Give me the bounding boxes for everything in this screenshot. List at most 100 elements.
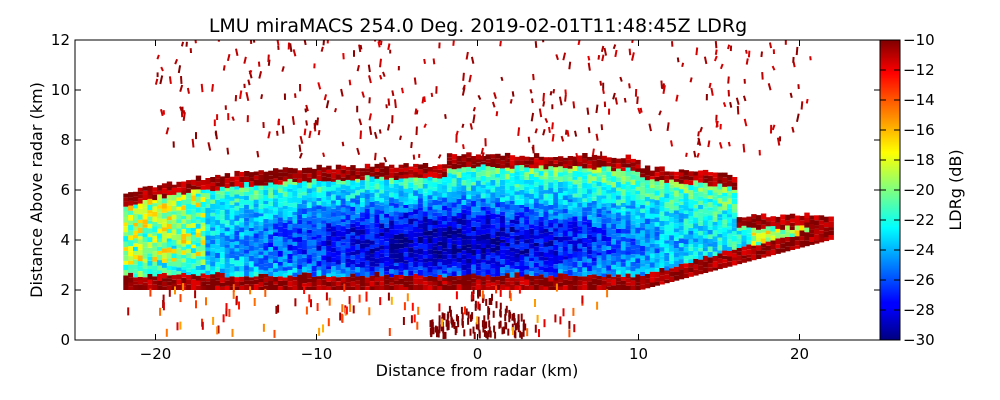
echo-pixel bbox=[664, 261, 670, 267]
echo-pixel bbox=[485, 224, 491, 229]
echo-pixel bbox=[562, 256, 569, 260]
echo-pixel bbox=[277, 118, 281, 126]
echo-pixel bbox=[248, 222, 255, 228]
echo-pixel bbox=[432, 182, 438, 188]
echo-pixel bbox=[514, 253, 520, 258]
echo-pixel bbox=[558, 96, 563, 106]
echo-pixel bbox=[596, 172, 602, 177]
echo-pixel bbox=[393, 239, 400, 244]
echo-pixel bbox=[282, 176, 289, 182]
echo-pixel bbox=[640, 227, 646, 231]
echo-pixel bbox=[485, 189, 491, 194]
echo-pixel bbox=[302, 167, 308, 174]
echo-pixel bbox=[649, 218, 656, 223]
echo-pixel bbox=[374, 258, 380, 264]
echo-pixel bbox=[828, 235, 834, 240]
echo-pixel bbox=[157, 218, 163, 224]
echo-pixel bbox=[308, 130, 312, 139]
echo-pixel bbox=[649, 222, 656, 229]
echo-pixel bbox=[500, 189, 506, 195]
echo-pixel bbox=[722, 205, 728, 211]
echo-pixel bbox=[635, 181, 641, 187]
echo-pixel bbox=[596, 189, 602, 196]
echo-pixel bbox=[698, 187, 704, 192]
echo-pixel bbox=[358, 44, 362, 53]
echo-pixel bbox=[219, 232, 226, 238]
echo-pixel bbox=[640, 259, 646, 264]
echo-pixel bbox=[611, 229, 617, 235]
echo-pixel bbox=[311, 282, 318, 287]
echo-pixel bbox=[794, 215, 801, 221]
echo-pixel bbox=[495, 111, 499, 117]
echo-pixel bbox=[369, 232, 375, 236]
echo-pixel bbox=[340, 222, 347, 227]
echo-pixel bbox=[814, 215, 820, 221]
echo-pixel bbox=[446, 254, 453, 259]
echo-pixel bbox=[212, 316, 215, 325]
echo-pixel bbox=[509, 226, 516, 233]
echo-pixel bbox=[389, 202, 395, 206]
echo-pixel bbox=[456, 262, 462, 269]
echo-pixel bbox=[369, 213, 375, 218]
echo-pixel bbox=[302, 208, 308, 214]
echo-pixel bbox=[601, 195, 607, 199]
echo-pixel bbox=[509, 98, 513, 104]
echo-pixel bbox=[673, 257, 680, 262]
echo-pixel bbox=[553, 211, 559, 216]
echo-pixel bbox=[519, 212, 525, 218]
echo-pixel bbox=[591, 169, 598, 174]
echo-pixel bbox=[495, 207, 501, 211]
echo-pixel bbox=[698, 221, 704, 226]
echo-pixel bbox=[640, 266, 646, 272]
echo-pixel bbox=[258, 198, 264, 205]
echo-pixel bbox=[321, 176, 327, 182]
echo-pixel bbox=[389, 253, 395, 259]
echo-pixel bbox=[572, 184, 578, 188]
echo-pixel bbox=[360, 201, 366, 207]
echo-pixel bbox=[335, 183, 342, 188]
echo-pixel bbox=[644, 251, 651, 256]
echo-pixel bbox=[630, 245, 636, 250]
echo-pixel bbox=[355, 250, 361, 255]
echo-pixel bbox=[616, 177, 622, 182]
echo-pixel bbox=[413, 278, 419, 285]
echo-pixel bbox=[422, 195, 429, 201]
echo-pixel bbox=[190, 263, 197, 269]
echo-pixel bbox=[369, 182, 375, 187]
echo-pixel bbox=[276, 130, 279, 136]
echo-pixel bbox=[770, 235, 776, 241]
echo-pixel bbox=[442, 202, 448, 206]
echo-pixel bbox=[321, 211, 327, 218]
echo-pixel bbox=[712, 172, 718, 178]
echo-pixel bbox=[498, 321, 501, 329]
echo-pixel bbox=[516, 321, 519, 329]
echo-pixel bbox=[485, 159, 491, 163]
echo-pixel bbox=[702, 267, 709, 273]
echo-pixel bbox=[219, 194, 226, 199]
echo-pixel bbox=[422, 173, 429, 179]
echo-pixel bbox=[200, 222, 206, 227]
echo-pixel bbox=[273, 232, 279, 236]
echo-pixel bbox=[219, 186, 226, 192]
echo-pixel bbox=[514, 220, 520, 224]
echo-pixel bbox=[403, 167, 409, 172]
echo-pixel bbox=[176, 181, 182, 188]
echo-pixel bbox=[567, 177, 574, 182]
echo-pixel bbox=[311, 211, 318, 216]
echo-pixel bbox=[408, 252, 414, 258]
echo-pixel bbox=[432, 191, 438, 196]
echo-pixel bbox=[186, 180, 192, 184]
echo-pixel bbox=[214, 130, 218, 140]
echo-pixel bbox=[234, 215, 240, 221]
echo-pixel bbox=[625, 205, 631, 209]
echo-pixel bbox=[350, 202, 356, 207]
echo-pixel bbox=[698, 230, 704, 236]
echo-pixel bbox=[620, 219, 627, 226]
echo-pixel bbox=[389, 172, 395, 178]
echo-pixel bbox=[432, 266, 438, 270]
echo-pixel bbox=[717, 194, 723, 199]
echo-pixel bbox=[384, 200, 390, 205]
echo-pixel bbox=[669, 191, 675, 195]
echo-pixel bbox=[219, 202, 226, 205]
echo-pixel bbox=[258, 221, 264, 226]
